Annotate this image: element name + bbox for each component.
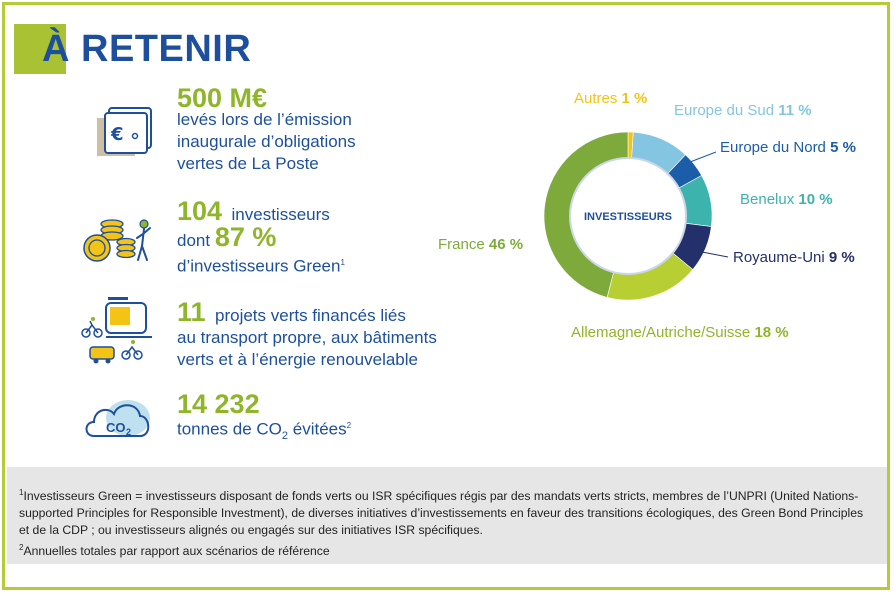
slice-label-europe-nord: Europe du Nord 5 % bbox=[720, 139, 856, 156]
title-accent-square bbox=[14, 24, 66, 74]
stat-bonds-line1: levés lors de l’émission bbox=[177, 110, 352, 129]
svg-text:CO: CO bbox=[106, 420, 126, 435]
stat-projects-line2: verts et à l’énergie renouvelable bbox=[177, 350, 418, 369]
svg-text:2: 2 bbox=[126, 427, 131, 437]
investor-donut-chart: INVESTISSEURS bbox=[543, 131, 729, 301]
leader-line-royaume-uni bbox=[701, 251, 729, 258]
stat-co2-text1: tonnes de CO bbox=[177, 419, 282, 439]
stat-co2-number: 14 232 bbox=[177, 389, 260, 419]
slice-label-europe-sud: Europe du Sud 11 % bbox=[674, 102, 812, 119]
stat-investors-text2: dont bbox=[177, 231, 211, 250]
slice-label-allemagne: Allemagne/Autriche/Suisse 18 % bbox=[571, 324, 789, 341]
stat-investors: 104 investisseurs dont 87 % d’investisse… bbox=[177, 198, 345, 278]
footnotes-box: 1Investisseurs Green = investisseurs dis… bbox=[7, 467, 887, 564]
svg-text:€: € bbox=[110, 124, 124, 145]
page-title: À RETENIR bbox=[42, 28, 252, 70]
footnote-ref-2: 2 bbox=[346, 421, 352, 430]
stat-bonds: 500 M€ levés lors de l’émission inaugura… bbox=[177, 83, 356, 175]
footnote-2: 2Annuelles totales par rapport aux scéna… bbox=[19, 543, 330, 559]
transport-icon bbox=[81, 297, 152, 364]
stat-bonds-line2: inaugurale d’obligations bbox=[177, 132, 356, 151]
stat-green-percent: 87 % bbox=[214, 222, 277, 252]
stat-projects-number: 11 bbox=[177, 297, 206, 327]
slice-label-france: France 46 % bbox=[438, 236, 524, 253]
stat-co2-text2: évitées bbox=[292, 419, 347, 439]
donut-center-label: INVESTISSEURS bbox=[584, 211, 672, 223]
slice-label-autres: Autres 1 % bbox=[574, 90, 648, 107]
slice-label-benelux: Benelux 10 % bbox=[740, 191, 833, 208]
stat-bonds-number: 500 M€ bbox=[177, 83, 268, 113]
co2-cloud-icon: CO 2 bbox=[85, 400, 150, 437]
footnote-ref-1: 1 bbox=[340, 258, 345, 267]
stat-investors-number: 104 bbox=[177, 196, 223, 226]
stat-co2: 14 232 tonnes de CO2 évitées2 bbox=[177, 389, 352, 447]
leader-line-europe-nord bbox=[689, 151, 717, 163]
donut-center bbox=[569, 157, 687, 275]
stat-projects: 11 projets verts financés liés au transp… bbox=[177, 299, 437, 371]
stat-projects-line1: au transport propre, aux bâtiments bbox=[177, 328, 437, 347]
co2-subscript: 2 bbox=[281, 430, 289, 443]
stat-bonds-line3: vertes de La Poste bbox=[177, 154, 319, 173]
coins-investor-icon bbox=[83, 219, 151, 262]
footnote-1: 1Investisseurs Green = investisseurs dis… bbox=[19, 488, 864, 538]
stat-investors-text3: d’investisseurs Green bbox=[177, 256, 341, 276]
slice-label-royaume-uni: Royaume-Uni 9 % bbox=[733, 249, 855, 266]
stat-projects-text1: projets verts financés liés bbox=[215, 306, 406, 325]
euro-notes-icon: € bbox=[97, 107, 152, 156]
stat-investors-text1: investisseurs bbox=[231, 205, 330, 224]
